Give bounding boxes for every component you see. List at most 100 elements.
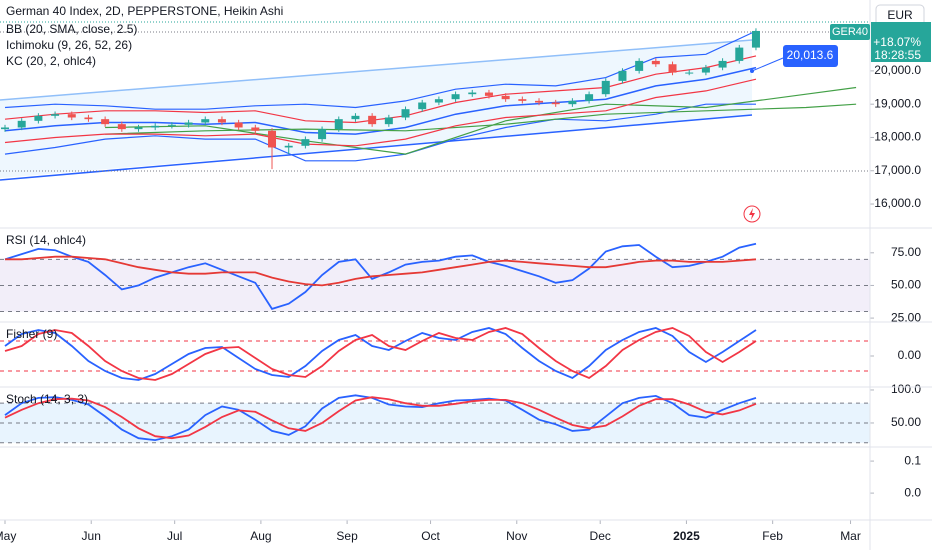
y-tick-label: 100.0 <box>891 382 921 396</box>
candle-body <box>418 102 427 110</box>
candle-body <box>384 117 393 125</box>
candle-body <box>67 114 76 118</box>
candle-body <box>651 60 660 65</box>
trend-channel <box>0 40 752 178</box>
panel <box>0 242 870 313</box>
x-tick-label: Jul <box>167 529 182 543</box>
candle-body <box>251 127 260 131</box>
chart-title: German 40 Index, 2D, PEPPERSTONE, Heikin… <box>6 4 283 18</box>
x-tick-label: Aug <box>250 529 271 543</box>
candle-body <box>134 127 143 130</box>
y-tick-label: 18,000.0 <box>874 130 921 144</box>
candle-body <box>601 80 610 95</box>
candle-body <box>718 60 727 68</box>
symbol: GER40 <box>832 26 868 38</box>
x-tick-label: Mar <box>840 529 861 543</box>
candle-body <box>117 124 126 130</box>
indicator-legend: BB (20, SMA, close, 2.5) <box>6 22 137 36</box>
candle-body <box>1 127 10 130</box>
candle-body <box>451 94 460 100</box>
event-icon-bolt <box>749 208 755 220</box>
y-tick-label: 25.00 <box>891 310 921 324</box>
x-tick-label: Jun <box>82 529 101 543</box>
x-tick-label: Sep <box>336 529 358 543</box>
candle-body <box>501 95 510 100</box>
x-tick-label: Feb <box>762 529 783 543</box>
last-price-badge <box>871 22 931 62</box>
candle-body <box>701 67 710 73</box>
overlay-line <box>4 103 756 162</box>
panel-title: RSI (14, ohlc4) <box>6 233 86 247</box>
trend-line <box>0 39 753 101</box>
indicator-line <box>4 396 757 440</box>
candle-body <box>618 70 627 81</box>
background-layer <box>0 21 870 181</box>
candle-body <box>568 100 577 105</box>
x-tick-label: May <box>0 529 16 543</box>
candle-body <box>351 115 360 120</box>
candle-body <box>635 60 644 71</box>
y-tick-label: 50.00 <box>891 278 921 292</box>
y-tick-label: 20,000.0 <box>874 63 921 77</box>
y-tick-label: 50.00 <box>891 415 921 429</box>
candle-body <box>585 94 594 101</box>
cursor-leader <box>751 57 784 72</box>
currency[interactable]: EUR <box>887 8 913 22</box>
overlay-line <box>4 30 757 110</box>
candle-body <box>234 122 243 128</box>
y-tick-label: 19,000.0 <box>874 96 921 110</box>
indicator-line <box>4 327 757 381</box>
candle-body <box>518 99 527 101</box>
candle-body <box>751 30 760 48</box>
candle-body <box>167 124 176 126</box>
symbol-badge <box>830 24 870 40</box>
y-tick-label: 17,000.0 <box>874 163 921 177</box>
candle-body <box>34 115 43 121</box>
y-tick-label: 0.1 <box>904 453 921 467</box>
y-tick-label: 0.00 <box>898 348 922 362</box>
panel-title: Fisher (9) <box>6 327 57 341</box>
candle-body <box>668 64 677 73</box>
panel <box>0 327 870 381</box>
cursor-price-box <box>783 45 838 67</box>
countdown: 18:28:55 <box>874 48 921 62</box>
candle-body <box>151 125 160 128</box>
x-tick-label: Dec <box>590 529 611 543</box>
candle-body <box>217 119 226 123</box>
candle-body <box>434 99 443 103</box>
indicator-line <box>5 255 757 287</box>
overlay-line <box>4 78 757 147</box>
indicator-line <box>4 394 757 442</box>
indicator-legend: Ichimoku (9, 26, 52, 26) <box>6 38 132 52</box>
candle-body <box>17 120 26 128</box>
candle-body <box>468 92 477 95</box>
change: +18.07% <box>873 35 921 49</box>
x-tick-label: Oct <box>421 529 440 543</box>
candle-body <box>735 47 744 61</box>
x-tick-label: Nov <box>506 529 527 543</box>
indicator-legend: KC (20, 2, ohlc4) <box>6 54 96 68</box>
overlay-line <box>4 55 757 124</box>
candle-body <box>301 139 310 146</box>
candle-body <box>535 100 544 103</box>
candle-body <box>184 122 193 125</box>
candle-body <box>51 114 60 116</box>
candle-body <box>368 115 377 125</box>
candle-body <box>334 119 343 130</box>
plot-layer: 20,000.0 19,000.0 18,000.0 17,000.0 16,000.0… <box>0 22 921 543</box>
indicator-line <box>4 327 757 381</box>
y-tick-label: 0.0 <box>904 485 921 499</box>
candle-body <box>401 109 410 118</box>
x-tick-label: 2025 <box>673 529 700 543</box>
candle-body <box>84 117 93 120</box>
candle-body <box>284 145 293 148</box>
panel-title: Stoch (14, 3, 3) <box>6 392 88 406</box>
y-tick-label: 75.00 <box>891 245 921 259</box>
candle-body <box>551 102 560 105</box>
cursor-point <box>750 69 754 73</box>
trend-line <box>0 114 753 181</box>
overlay-line <box>105 103 857 135</box>
